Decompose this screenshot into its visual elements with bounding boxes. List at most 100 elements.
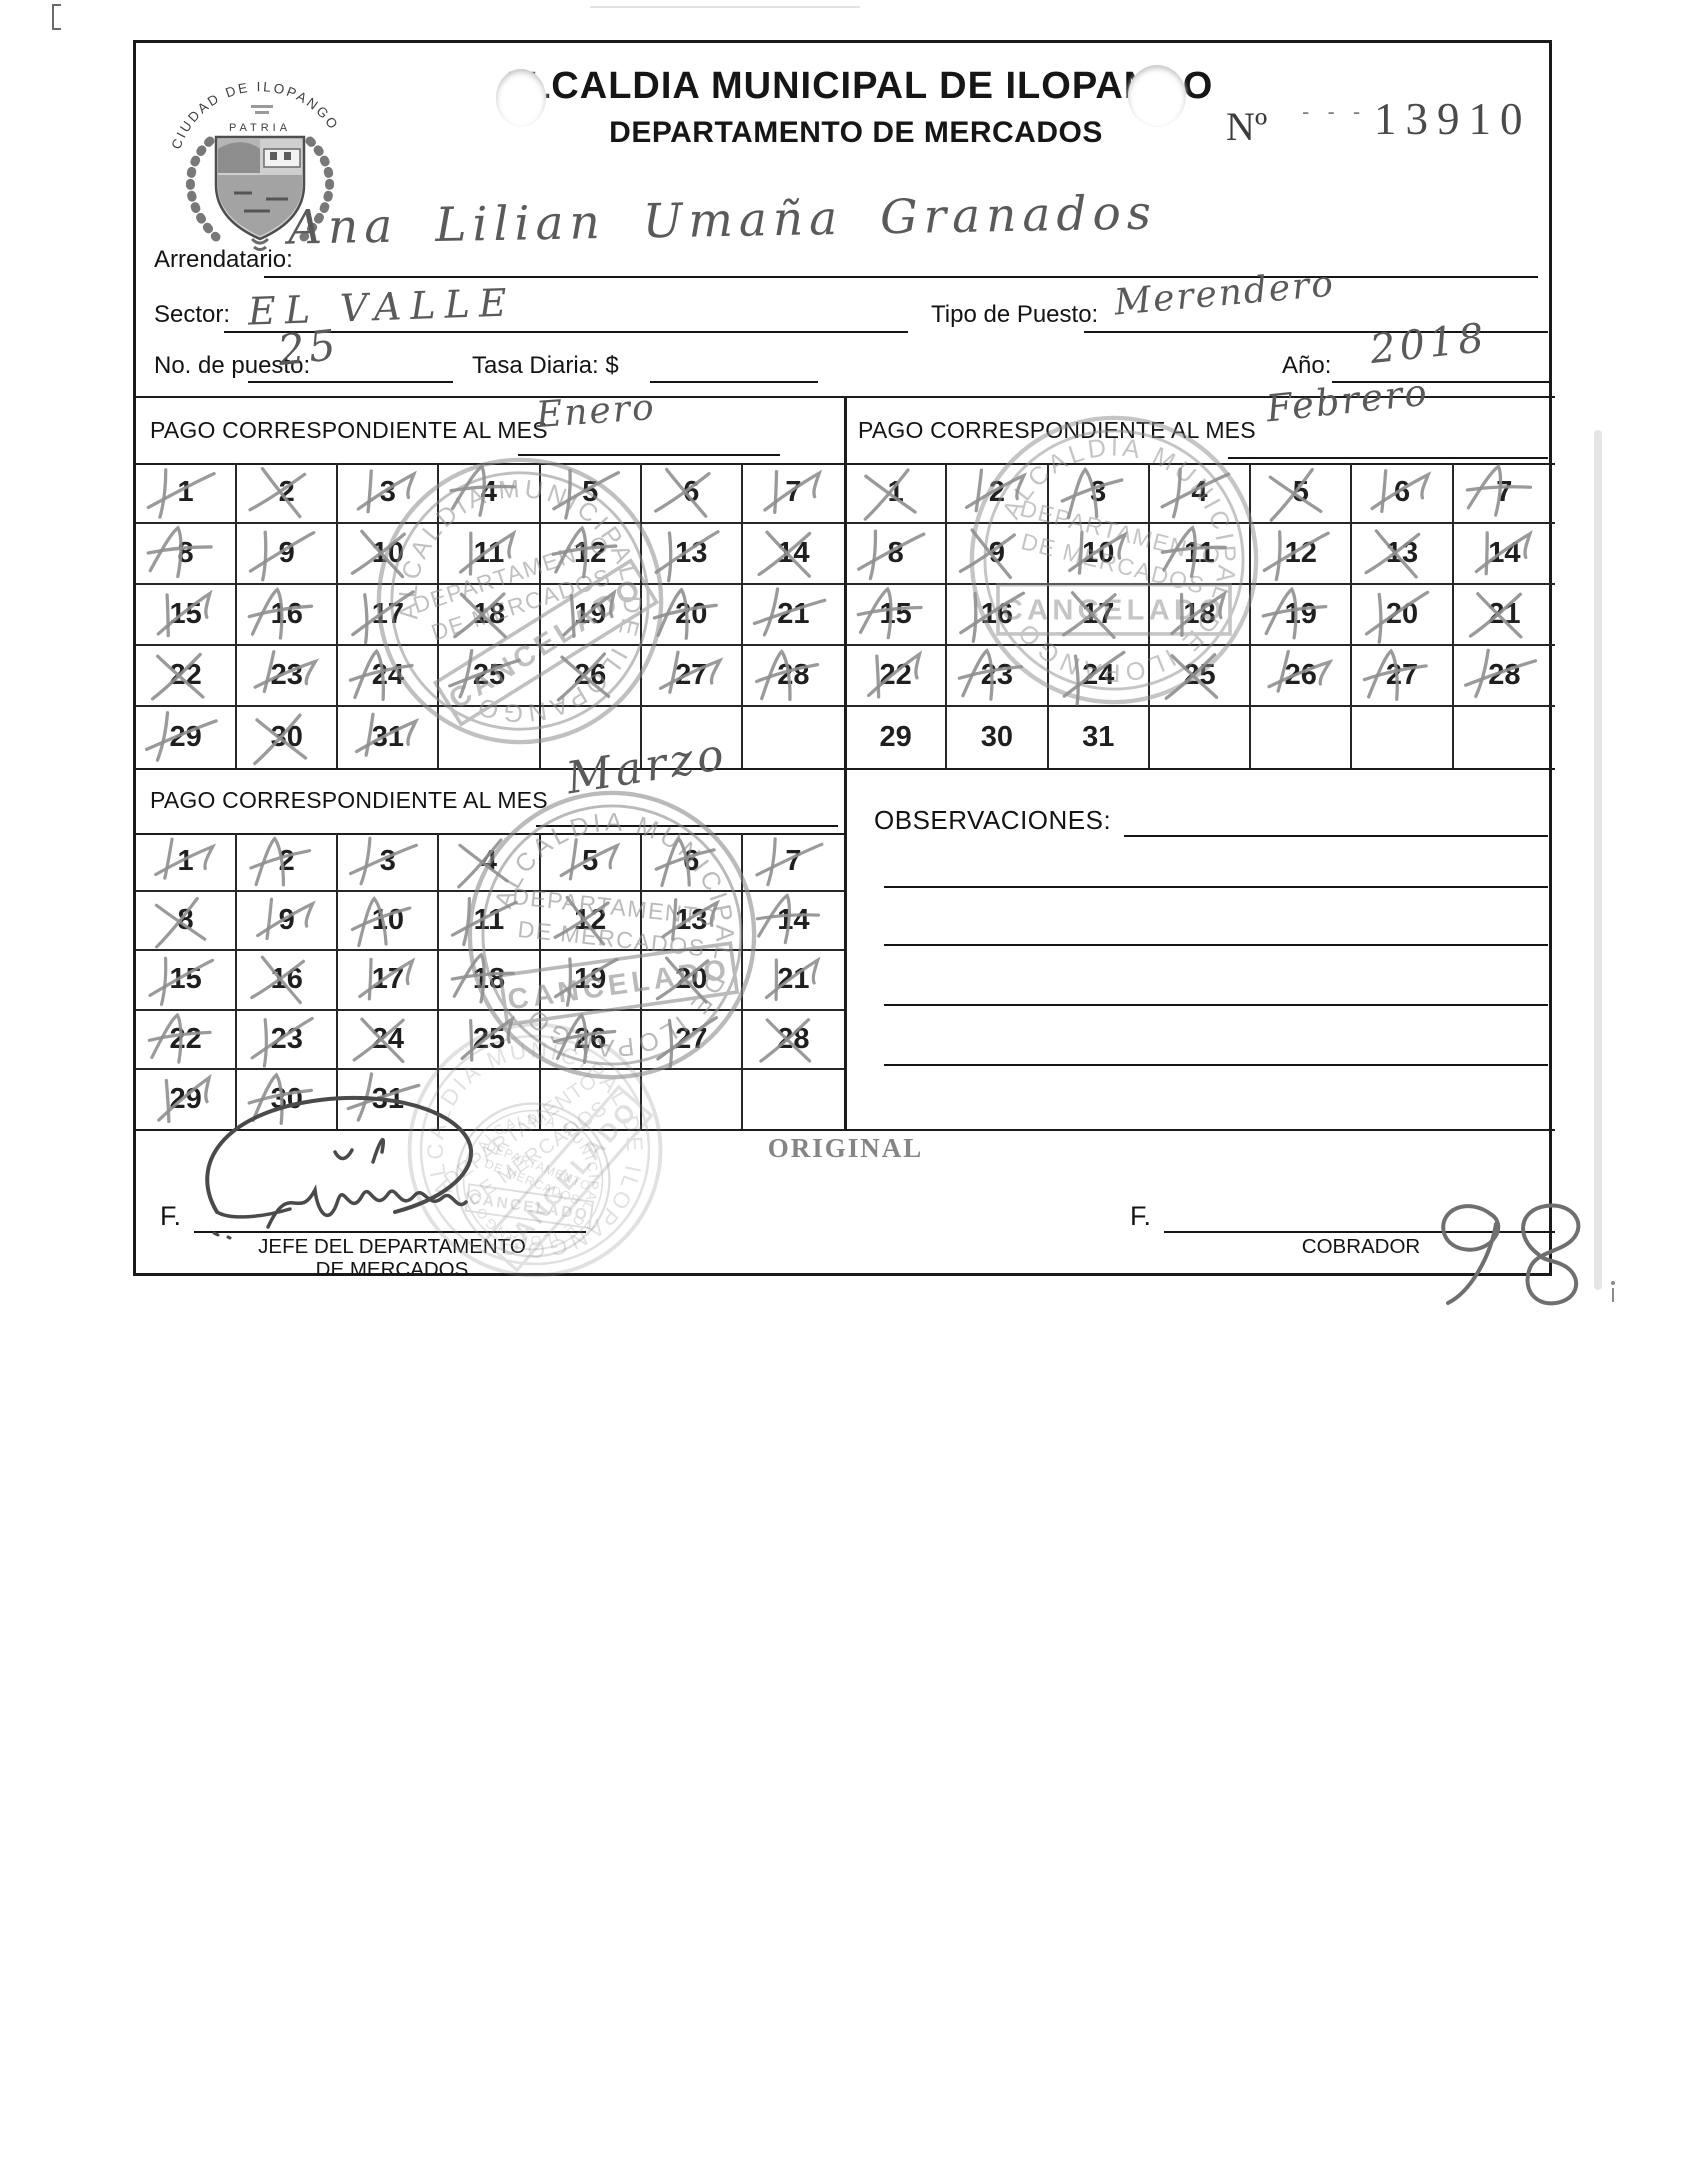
day-crossed-mark [1463,648,1537,699]
day-crossed-mark [752,587,827,637]
calendar-day-cell: 31 [1049,707,1150,768]
calendar-day-cell: 12 [540,892,642,952]
day-crossed-mark [965,468,1028,513]
calendar-day-cell: 29 [136,707,238,768]
day-crossed-mark [553,896,610,946]
firma-cobrador-label: F. [1130,1201,1152,1231]
calendar-day-cell: 20 [1352,585,1454,646]
day-crossed-mark [857,529,926,581]
day-crossed-mark [552,1012,616,1064]
day-crossed-mark [754,649,820,702]
calendar-day-cell: 4 [1149,463,1252,524]
calendar-day-cell: 26 [1251,646,1353,707]
day-crossed-mark [253,713,308,766]
pago-mes-label-enero: PAGO CORRESPONDIENTE AL MES [150,417,548,443]
calendar-day-cell: 1 [136,833,238,893]
day-number: 15 [879,598,912,630]
calendar-day-cell [439,1069,541,1129]
calendar-day-cell [743,707,844,768]
day-crossed-mark [1363,648,1429,701]
day-number: 21 [1488,598,1521,630]
day-crossed-mark [1067,530,1128,575]
day-crossed-mark [448,648,522,699]
municipal-seal-logo: CIUDAD DE ILOPANGO PATRIA [168,79,339,251]
calendar-day-cell [541,1069,642,1129]
day-crossed-mark [154,897,207,949]
calendar-day-cell: 6 [1352,463,1454,524]
sector-line [224,331,908,333]
calendar-day-cell: 16 [947,585,1049,646]
calendar-marzo: 1 2 3 4 5 6 7 8 9 10 11 12 13 14 15 16 17 18 19 20 21 22 23 24 2… [136,833,844,1129]
form-title: ALCALDIA MUNICIPAL DE ILOPANGO [498,65,1214,107]
calendar-day-cell: 22 [136,1010,238,1070]
day-crossed-mark [1164,653,1219,700]
day-number: 26 [1284,659,1317,691]
day-crossed-mark [755,893,820,945]
tipo-puesto-label: Tipo de Puesto: [931,301,1099,328]
day-crossed-mark [351,896,412,948]
day-crossed-mark [154,837,217,880]
day-crossed-mark [556,652,610,702]
tasa-diaria-label: Tasa Diaria: $ [472,352,619,379]
calendar-day-cell: 11 [439,524,541,585]
day-crossed-mark [146,525,213,579]
calendar-day-cell: 24 [338,1010,440,1070]
month-line-febrero [1228,457,1548,459]
day-crossed-mark [653,467,711,518]
calendar-day-cell [743,1070,844,1129]
day-crossed-mark [358,957,416,1001]
calendar-day-cell: 13 [641,892,743,952]
day-number: 14 [777,904,810,937]
calendar-day-cell: 2 [237,463,339,524]
day-crossed-mark [349,836,419,886]
calendar-day-cell: 6 [641,463,743,524]
calendar-day-cell: 30 [237,1069,339,1129]
calendar-day-cell: 18 [1149,585,1252,646]
day-number: 13 [1385,537,1419,569]
day-crossed-mark [1465,464,1532,517]
calendar-day-cell: 31 [338,1069,440,1129]
calendar-day-cell: 28 [742,1011,844,1070]
pago-mes-label-marzo: PAGO CORRESPONDIENTE AL MES [150,787,548,813]
day-number: 14 [777,537,810,569]
calendar-day-cell: 30 [237,707,339,768]
day-number: 16 [270,963,303,996]
calendar-day-cell: 24 [1048,646,1150,707]
day-crossed-mark [661,898,720,941]
day-crossed-mark [757,530,812,578]
day-number: 30 [980,721,1014,753]
day-crossed-mark [459,529,517,576]
copy-type-label: ORIGINAL [767,1133,924,1163]
calendar-day-cell: 9 [237,892,339,952]
month-line-marzo [536,825,838,827]
arrendatario-value: Ana Lilian Umaña Granados [287,185,1158,256]
day-number: 23 [270,659,303,691]
receipt-number-dashes: - - - [1302,99,1367,124]
day-number: 20 [675,598,708,630]
day-number: 3 [379,845,396,878]
day-number: 7 [785,845,802,878]
calendar-febrero: 1 2 3 4 5 6 7 8 9 10 11 12 13 14 15 16 17 18 19 20 21 22 23 24 2… [846,463,1555,768]
day-crossed-mark [146,468,216,519]
calendar-day-cell: 3 [338,833,440,893]
day-crossed-mark [156,589,213,638]
day-crossed-mark [457,838,510,889]
calendar-day-cell: 28 [742,646,844,707]
calendar-day-cell: 2 [237,833,339,893]
day-crossed-mark [248,530,316,582]
calendar-day-cell: 8 [846,524,948,585]
day-crossed-mark [256,897,316,941]
day-number: 28 [777,1022,810,1055]
calendar-day-cell: 13 [1352,524,1454,585]
calendar-day-cell: 21 [1453,585,1555,646]
calendar-day-cell: 7 [1453,463,1555,524]
calendar-day-cell: 19 [1251,585,1353,646]
calendar-day-cell: 25 [1149,646,1252,707]
day-crossed-mark [1060,466,1123,520]
calendar-day-cell: 10 [338,524,440,585]
day-crossed-mark [763,469,822,515]
day-number: 24 [371,1022,404,1055]
calendar-day-cell: 13 [641,524,743,585]
calendar-day-cell: 22 [846,646,948,707]
